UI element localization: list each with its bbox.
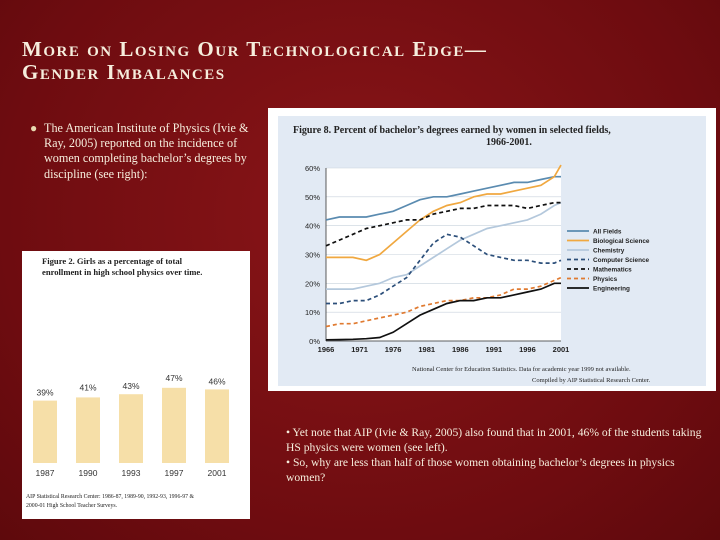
figure-2-bar-chart: Figure 2. Girls as a percentage of total…: [22, 251, 250, 519]
figure-8-source-line-1: National Center for Education Statistics…: [412, 366, 631, 373]
slide-title-line-1: More on Losing Our Technological Edge—: [22, 37, 488, 61]
figure-8-series-line: [325, 282, 561, 341]
figure-8-y-tick-label: 30%: [305, 251, 320, 260]
figure-8-series-line: [325, 201, 561, 247]
figure-2-bar: [33, 400, 57, 463]
figure-2-bar-value-label: 46%: [208, 376, 225, 386]
figure-8-series-line: [326, 201, 562, 290]
figure-8-svg: Figure 8. Percent of bachelor’s degrees …: [278, 116, 706, 386]
figure-2-bar-value-label: 43%: [122, 381, 139, 391]
figure-8-source-line-2: Compiled by AIP Statistical Research Cen…: [532, 377, 651, 384]
figure-8-y-tick-label: 40%: [305, 222, 320, 231]
figure-2-bar-value-label: 47%: [165, 373, 182, 383]
figure-8-y-tick-label: 50%: [305, 193, 320, 202]
figure-8-legend-label: Biological Science: [593, 238, 650, 245]
figure-8-legend-label: All Fields: [593, 229, 622, 236]
figure-8-x-tick-label: 1991: [486, 345, 503, 354]
notes-block: • Yet note that AIP (Ivie & Ray, 2005) a…: [286, 425, 706, 485]
figure-8-series-line: [325, 276, 562, 328]
figure-8-y-tick-label: 20%: [305, 279, 320, 288]
figure-2-category-label: 1990: [79, 468, 98, 478]
figure-8-y-tick-label: 0%: [309, 337, 320, 346]
figure-2-source-line-1: AIP Statistical Research Center: 1986-87…: [26, 494, 195, 500]
figure-8-legend-label: Physics: [593, 276, 618, 283]
figure-2-svg: Figure 2. Girls as a percentage of total…: [26, 256, 229, 509]
figure-8-y-tick-label: 10%: [305, 308, 320, 317]
figure-8-x-tick-label: 1976: [385, 345, 402, 354]
figure-8-x-tick-label: 1981: [418, 345, 435, 354]
bullet-intro: ● The American Institute of Physics (Ivi…: [30, 121, 256, 182]
slide-title-line-2: Gender Imbalances: [22, 60, 226, 84]
figure-2-bar-value-label: 39%: [36, 388, 53, 398]
figure-2-source-line-2: 2000-01 High School Teacher Surveys.: [26, 503, 118, 509]
note-aip-hs-physics: • Yet note that AIP (Ivie & Ray, 2005) a…: [286, 426, 702, 454]
slide-title: More on Losing Our Technological Edge— G…: [22, 38, 702, 84]
figure-8-legend-label: Mathematics: [593, 267, 632, 274]
figure-8-series-line: [326, 164, 562, 262]
figure-2-bar-value-label: 41%: [79, 382, 96, 392]
figure-8-legend-label: Chemistry: [593, 248, 625, 255]
figure-8-x-tick-label: 1971: [351, 345, 368, 354]
figure-2-bar: [205, 389, 229, 463]
figure-2-category-label: 1987: [36, 468, 55, 478]
figure-2-category-label: 2001: [208, 468, 227, 478]
figure-2-bar: [76, 397, 100, 463]
figure-8-x-tick-label: 1996: [519, 345, 536, 354]
figure-2-category-label: 1993: [122, 468, 141, 478]
figure-2-bar: [119, 394, 143, 463]
bullet-dot-icon: ●: [30, 121, 38, 135]
figure-2-title-line-2: enrollment in high school physics over t…: [42, 267, 202, 277]
figure-8-title-line-1: Figure 8. Percent of bachelor’s degrees …: [293, 125, 611, 136]
figure-8-x-tick-label: 1966: [318, 345, 335, 354]
figure-2-bar: [162, 387, 186, 463]
note-question: • So, why are less than half of those wo…: [286, 456, 675, 484]
figure-8-y-tick-label: 60%: [305, 164, 320, 173]
figure-2-title-line-1: Figure 2. Girls as a percentage of total: [42, 256, 183, 266]
figure-8-legend-label: Engineering: [593, 286, 630, 293]
figure-8-legend-label: Computer Science: [593, 257, 650, 264]
figure-8-x-tick-label: 1986: [452, 345, 469, 354]
bullet-intro-text: The American Institute of Physics (Ivie …: [44, 121, 249, 181]
figure-8-title-line-2: 1966-2001.: [486, 137, 532, 148]
figure-8-x-tick-label: 2001: [553, 345, 570, 354]
figure-8-line-chart: Figure 8. Percent of bachelor’s degrees …: [268, 108, 716, 391]
figure-2-category-label: 1997: [165, 468, 184, 478]
figure-8-series-line: [325, 175, 561, 221]
figure-8-series-line: [326, 233, 562, 305]
